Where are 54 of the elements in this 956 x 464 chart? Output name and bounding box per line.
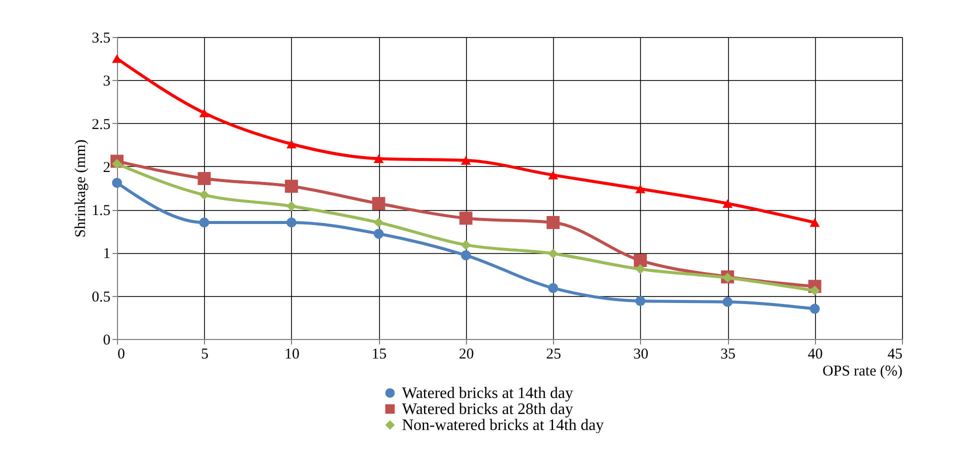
x-tick-label: 30	[633, 346, 648, 362]
point	[374, 228, 384, 239]
point	[374, 154, 384, 163]
y-tick-label: 2.5	[92, 116, 110, 133]
point	[286, 140, 296, 148]
point	[548, 283, 558, 294]
point	[722, 272, 733, 283]
point	[198, 172, 211, 186]
point	[112, 54, 122, 63]
point	[199, 190, 210, 200]
point	[199, 218, 210, 228]
legend-label: Watered bricks at 28th day	[402, 401, 574, 418]
x-axis-title: OPS rate (%)	[822, 364, 902, 380]
y-tick-label: 0	[103, 332, 110, 348]
x-tick-label: 0	[118, 346, 125, 362]
x-tick-label: 5	[200, 346, 208, 362]
point	[459, 212, 472, 225]
point	[286, 218, 296, 228]
point	[460, 156, 471, 165]
point	[635, 264, 646, 274]
x-tick-label: 40	[808, 346, 823, 362]
x-tick-label: 35	[720, 346, 736, 362]
x-tick-label: 25	[546, 346, 562, 362]
point	[810, 304, 820, 314]
point	[635, 296, 646, 306]
point	[548, 170, 558, 180]
y-tick-label: 2	[103, 160, 110, 176]
x-tick-label: 20	[458, 346, 474, 362]
point	[460, 250, 471, 260]
y-tick-label: 3.5	[92, 30, 110, 46]
point	[284, 180, 298, 193]
point	[635, 184, 646, 194]
y-tick-label: 1.5	[92, 203, 110, 220]
x-tick-label: 45	[888, 346, 902, 362]
y-axis-title: Shrinkage (mm)	[72, 140, 89, 238]
point	[199, 108, 210, 118]
point	[286, 201, 296, 212]
point	[810, 286, 820, 296]
legend-label: Watered bricks at 14th day	[402, 385, 574, 402]
point	[374, 218, 384, 228]
point	[722, 199, 733, 208]
x-tick-label: 10	[284, 346, 300, 362]
x-tick-label: 15	[372, 346, 387, 362]
y-tick-label: 3	[103, 74, 110, 90]
point	[634, 254, 647, 267]
point	[546, 216, 560, 230]
point	[112, 178, 122, 188]
point	[372, 197, 386, 210]
y-tick-label: 0.5	[92, 289, 110, 306]
point	[548, 248, 558, 259]
point	[810, 218, 820, 227]
y-tick-label: 1	[103, 246, 110, 262]
point	[460, 240, 471, 250]
point	[722, 296, 733, 307]
